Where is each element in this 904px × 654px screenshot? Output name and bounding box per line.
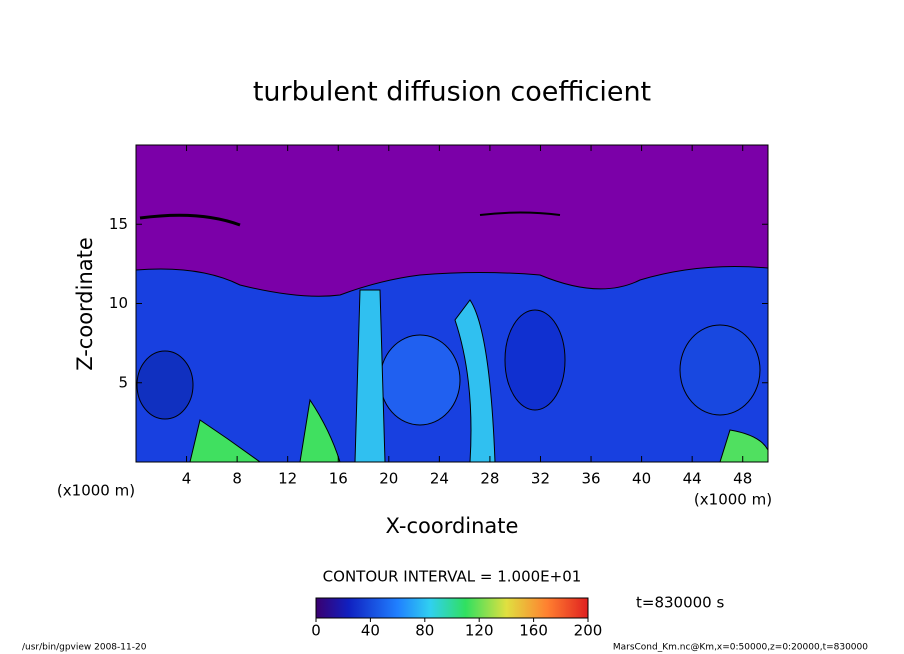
colorbar (315, 597, 589, 619)
x-tick-label: 12 (278, 470, 297, 488)
x-tick-label: 44 (683, 470, 702, 488)
x-tick-label: 28 (480, 470, 499, 488)
x-axis-label: X-coordinate (386, 514, 519, 538)
colorbar-tick-label: 120 (465, 622, 494, 640)
y-tick-label: 5 (118, 373, 128, 391)
colorbar-tick-label: 40 (361, 622, 380, 640)
x-tick-label: 8 (232, 470, 242, 488)
chart-title: turbulent diffusion coefficient (253, 77, 651, 108)
y-tick-label: 10 (109, 294, 128, 312)
footer-right: MarsCond_Km.nc@Km,x=0:50000,z=0:20000,t=… (613, 643, 868, 653)
x-tick-label: 24 (430, 470, 449, 488)
x-tick-label: 32 (531, 470, 550, 488)
x-tick-label: 20 (379, 470, 398, 488)
colorbar-tick-label: 200 (574, 622, 603, 640)
colorbar-tick-label: 160 (519, 622, 548, 640)
x-tick-label: 16 (329, 470, 348, 488)
x-tick-label: 40 (632, 470, 651, 488)
x-tick-label: 48 (733, 470, 752, 488)
colorbar-tick-label: 80 (415, 622, 434, 640)
contour-interval: CONTOUR INTERVAL = 1.000E+01 (323, 568, 582, 586)
colorbar-tick-label: 0 (311, 622, 321, 640)
y-tick-label: 15 (109, 215, 128, 233)
x-unit: (x1000 m) (694, 491, 772, 509)
x-unit: (x1000 m) (57, 482, 135, 500)
time-label: t=830000 s (636, 594, 724, 612)
x-tick-label: 36 (581, 470, 600, 488)
footer-left: /usr/bin/gpview 2008-11-20 (22, 643, 147, 653)
contour-field (136, 145, 768, 462)
x-tick-label: 4 (182, 470, 192, 488)
y-axis-label: Z-coordinate (73, 237, 97, 371)
